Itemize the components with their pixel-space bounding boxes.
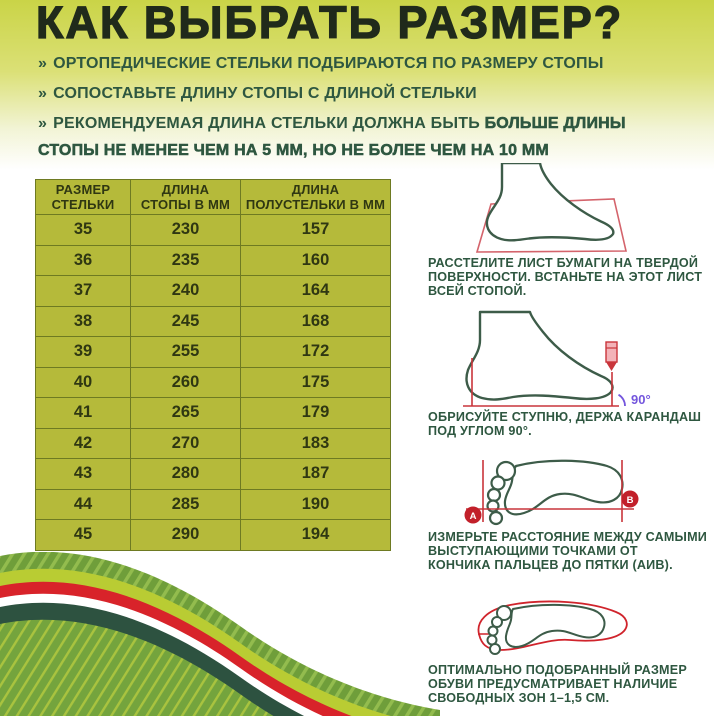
bullet-strong-text: БОЛЬШЕ ДЛИНЫ СТОПЫ НЕ МЕНЕЕ ЧЕМ НА 5 ММ,… <box>38 115 626 160</box>
insole-fit-icon <box>477 600 628 655</box>
table-cell: 41 <box>35 397 131 429</box>
table-cell: 36 <box>35 244 131 276</box>
footprint-sole-outline <box>503 459 624 516</box>
table-cell: 175 <box>240 366 391 398</box>
table-cell: 39 <box>35 336 131 368</box>
table-row: 38 245 168 <box>35 305 391 337</box>
size-table: РАЗМЕР СТЕЛЬКИ ДЛИНА СТОПЫ В ММ ДЛИНА ПОЛУС… <box>35 179 391 551</box>
table-cell: 265 <box>130 397 241 429</box>
svg-text:А: А <box>470 511 477 522</box>
table-row: 39 255 172 <box>35 336 391 368</box>
table-row: 36 235 160 <box>35 244 391 276</box>
table-cell: 157 <box>240 214 391 246</box>
foot-side-outline <box>485 163 615 242</box>
table-cell: 37 <box>35 275 131 307</box>
table-cell: 285 <box>130 488 241 520</box>
table-cell: 35 <box>35 214 131 246</box>
table-cell: 235 <box>130 244 241 276</box>
bullet-marker: » <box>38 85 48 102</box>
angle-arc <box>617 393 626 407</box>
table-cell: 160 <box>240 244 391 276</box>
angle-label: 90° <box>631 392 651 407</box>
table-row: 44 285 190 <box>35 488 391 520</box>
point-b-badge: В <box>621 490 639 508</box>
footprint-sole-outline <box>504 603 606 648</box>
table-cell: 255 <box>130 336 241 368</box>
bullet-text: СОПОСТАВЬТЕ ДЛИНУ СТОПЫ С ДЛИНОЙ СТЕЛЬКИ <box>53 85 477 102</box>
table-cell: 44 <box>35 488 131 520</box>
table-row: 35 230 157 <box>35 214 391 246</box>
step-caption-1: РАССТЕЛИТЕ ЛИСТ БУМАГИ НА ТВЕРДОЙ ПОВЕРХ… <box>428 256 703 299</box>
table-cell: 45 <box>35 519 131 551</box>
measure-footprint-icon: А В <box>464 459 639 526</box>
table-cell: 164 <box>240 275 391 307</box>
table-cell: 245 <box>130 305 241 337</box>
header-half-insole-length: ДЛИНА ПОЛУСТЕЛЬКИ В ММ <box>240 179 391 215</box>
table-row: 43 280 187 <box>35 458 391 490</box>
bullet-item: » РЕКОМЕНДУЕМАЯ ДЛИНА СТЕЛЬКИ ДОЛЖНА БЫТЬ… <box>38 110 686 164</box>
foot-side-outline <box>465 310 614 401</box>
table-cell: 168 <box>240 305 391 337</box>
table-row: 37 240 164 <box>35 275 391 307</box>
table-cell: 38 <box>35 305 131 337</box>
table-cell: 190 <box>240 488 391 520</box>
point-a-badge: А <box>464 506 482 524</box>
table-cell: 280 <box>130 458 241 490</box>
table-cell: 194 <box>240 519 391 551</box>
table-cell: 183 <box>240 427 391 459</box>
header-insole-size: РАЗМЕР СТЕЛЬКИ <box>35 179 131 215</box>
table-cell: 270 <box>130 427 241 459</box>
bullet-list: » ОРТОПЕДИЧЕСКИЕ СТЕЛЬКИ ПОДБИРАЮТСЯ ПО Р… <box>38 50 686 167</box>
table-cell: 290 <box>130 519 241 551</box>
table-cell: 179 <box>240 397 391 429</box>
table-row: 40 260 175 <box>35 366 391 398</box>
table-cell: 230 <box>130 214 241 246</box>
bullet-marker: » <box>38 115 48 132</box>
header-foot-length: ДЛИНА СТОПЫ В ММ <box>130 179 241 215</box>
bullet-text: ОРТОПЕДИЧЕСКИЕ СТЕЛЬКИ ПОДБИРАЮТСЯ ПО РА… <box>53 55 604 72</box>
step-caption-3: ИЗМЕРЬТЕ РАССТОЯНИЕ МЕЖДУ САМЫМИ ВЫСТУПА… <box>428 530 708 573</box>
table-cell: 42 <box>35 427 131 459</box>
svg-text:В: В <box>627 495 634 506</box>
footprint-toes <box>486 605 512 655</box>
step-caption-4: ОПТИМАЛЬНО ПОДОБРАННЫЙ РАЗМЕР ОБУВИ ПРЕД… <box>428 663 687 706</box>
decorative-wave <box>0 552 440 716</box>
table-row: 45 290 194 <box>35 519 391 551</box>
table-cell: 260 <box>130 366 241 398</box>
wave-body-striped <box>0 619 274 716</box>
page-title: КАК ВЫБРАТЬ РАЗМЕР? <box>35 0 624 49</box>
pencil-icon <box>605 341 618 371</box>
trace-foot-pencil-icon: 90° <box>463 310 651 407</box>
table-cell: 172 <box>240 336 391 368</box>
step-caption-2: ОБРИСУЙТЕ СТУПНЮ, ДЕРЖА КАРАНДАШ ПОД УГЛ… <box>428 410 702 439</box>
bullet-text: РЕКОМЕНДУЕМАЯ ДЛИНА СТЕЛЬКИ ДОЛЖНА БЫТЬ <box>53 115 485 132</box>
foot-on-paper-icon <box>475 163 628 253</box>
bullet-item: » ОРТОПЕДИЧЕСКИЕ СТЕЛЬКИ ПОДБИРАЮТСЯ ПО Р… <box>38 50 686 77</box>
table-row: 42 270 183 <box>35 427 391 459</box>
table-cell: 40 <box>35 366 131 398</box>
bullet-item: » СОПОСТАВЬТЕ ДЛИНУ СТОПЫ С ДЛИНОЙ СТЕЛЬК… <box>38 80 686 107</box>
table-cell: 43 <box>35 458 131 490</box>
paper-sheet-outline <box>475 198 628 253</box>
table-cell: 187 <box>240 458 391 490</box>
size-table-header-row: РАЗМЕР СТЕЛЬКИ ДЛИНА СТОПЫ В ММ ДЛИНА ПОЛУС… <box>35 179 391 215</box>
bullet-marker: » <box>38 55 48 72</box>
hero-gradient-background <box>0 0 714 170</box>
table-row: 41 265 179 <box>35 397 391 429</box>
table-cell: 240 <box>130 275 241 307</box>
